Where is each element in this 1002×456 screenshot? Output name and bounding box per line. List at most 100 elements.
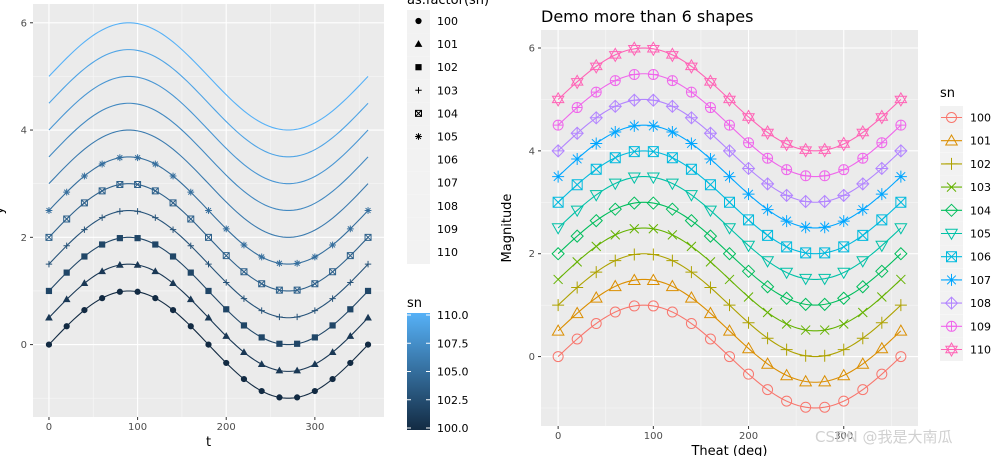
shape-legend-entry: 109 (407, 217, 458, 241)
data-point (722, 223, 737, 235)
data-point (169, 253, 177, 260)
data-point (116, 208, 124, 215)
data-point (257, 360, 266, 367)
series-line-104 (557, 201, 902, 306)
data-point (134, 208, 141, 215)
data-point (628, 69, 640, 80)
data-point (276, 313, 283, 321)
data-point (875, 161, 889, 176)
data-point (704, 152, 717, 165)
data-point (240, 322, 248, 329)
data-point (63, 215, 71, 223)
legend-shape-icon (415, 109, 422, 117)
data-point (275, 286, 283, 294)
data-point (116, 288, 123, 295)
series-101 (551, 273, 908, 387)
data-point (293, 313, 301, 321)
data-point (838, 164, 850, 176)
data-point (589, 213, 603, 228)
x-tick-label: 300 (305, 422, 324, 433)
data-point (646, 273, 660, 286)
data-point (876, 214, 888, 226)
data-point (762, 152, 774, 164)
data-point (347, 359, 354, 367)
data-point (258, 387, 265, 395)
data-point (895, 196, 907, 208)
data-point (724, 119, 736, 131)
colorbar-label: 107.5 (437, 337, 469, 350)
data-point (704, 179, 716, 191)
data-point (876, 368, 888, 380)
data-point (705, 256, 716, 267)
data-point (781, 164, 793, 176)
legend-entry-108: 108 (940, 291, 991, 315)
y-tick-label: 0 (21, 340, 27, 351)
data-point (818, 349, 831, 362)
data-point (798, 297, 813, 312)
series-103 (45, 208, 372, 321)
x-tick-label: 100 (128, 422, 147, 433)
y-tick-label: 2 (21, 233, 27, 244)
data-point (552, 299, 565, 312)
data-point (80, 279, 89, 287)
data-point (62, 295, 71, 303)
data-point (364, 207, 372, 214)
data-point (590, 86, 602, 98)
colorbar-title: sn (407, 296, 422, 311)
series-108 (48, 75, 369, 185)
data-point (648, 223, 659, 234)
x-tick-label: 0 (555, 431, 561, 442)
data-point (647, 146, 659, 158)
data-point (837, 136, 851, 152)
data-point (187, 269, 194, 276)
legend-key (407, 148, 430, 172)
data-point (780, 136, 794, 152)
data-point (222, 332, 231, 339)
shape-legend-entry: 108 (407, 194, 458, 218)
data-point (276, 394, 283, 401)
data-point (665, 202, 680, 216)
data-point (856, 332, 869, 345)
legend-shape-icon (946, 320, 958, 332)
data-point (627, 41, 641, 57)
data-point (311, 334, 318, 341)
data-point (609, 75, 621, 87)
data-point (186, 295, 195, 303)
legend-entry-106: 106 (940, 245, 991, 269)
data-point (346, 252, 354, 260)
data-point (45, 341, 53, 348)
data-point (665, 178, 679, 191)
data-point (856, 256, 870, 268)
data-point (311, 387, 318, 395)
legend-key (407, 194, 430, 218)
series-110 (48, 22, 369, 131)
data-point (741, 240, 756, 253)
legend-shape-icon (945, 273, 958, 286)
series-107 (552, 119, 907, 234)
data-point (552, 351, 564, 363)
data-point (724, 274, 735, 285)
colorbar-label: 110.0 (437, 309, 469, 322)
data-point (875, 316, 888, 329)
data-point (99, 241, 106, 248)
legend-shape-icon (944, 296, 959, 310)
data-point (646, 196, 661, 210)
shape-legend-entry: 104 (407, 102, 458, 126)
data-point (347, 279, 354, 286)
x-tick-label: 200 (739, 431, 758, 442)
data-point (99, 295, 106, 302)
data-point (169, 199, 177, 207)
data-point (552, 196, 564, 208)
data-point (610, 230, 621, 240)
data-point (760, 256, 775, 268)
shape-legend-label: 105 (437, 131, 458, 144)
legend-entry-105: 105 (940, 222, 991, 245)
data-point (240, 241, 248, 249)
data-point (817, 297, 832, 312)
series-105 (45, 154, 372, 267)
legend-label: 103 (970, 181, 991, 194)
data-point (275, 366, 284, 374)
data-point (223, 306, 230, 313)
data-point (364, 287, 372, 295)
data-point (240, 375, 248, 383)
